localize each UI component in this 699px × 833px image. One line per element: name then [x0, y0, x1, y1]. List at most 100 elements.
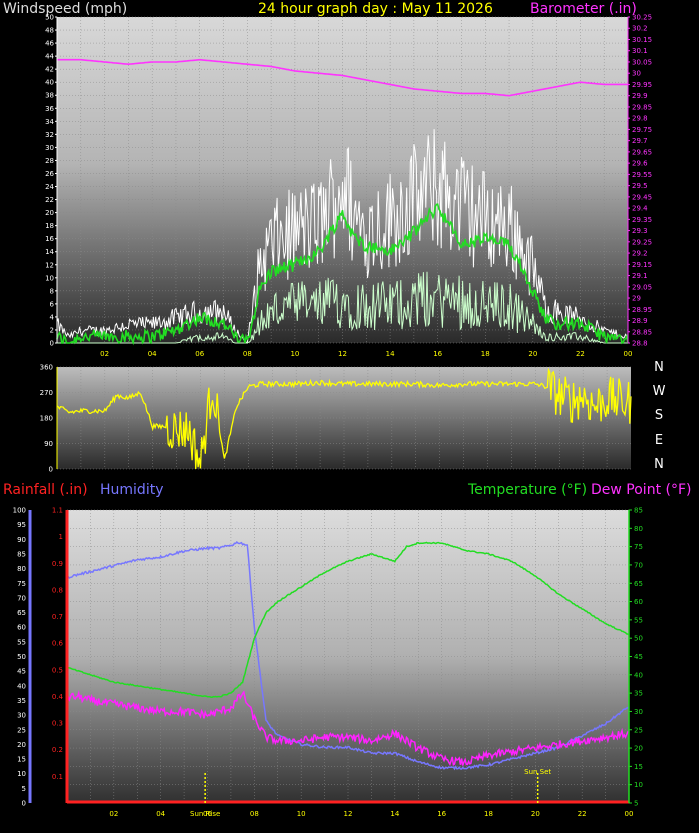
- wind-min-series: [57, 271, 628, 344]
- baro-y-tick-label: 29.6: [632, 160, 648, 168]
- temp-y-tick-label: 65: [634, 580, 643, 588]
- temperature-axis-label: Temperature (°F): [468, 482, 588, 498]
- rain-y-tick-label: 0.6: [52, 640, 64, 648]
- wind-x-tick-label: 18: [481, 350, 490, 358]
- baro-y-tick-label: 30.1: [632, 47, 648, 55]
- direction-y-tick-label: 180: [40, 415, 53, 423]
- temp-y-tick-label: 30: [634, 708, 643, 716]
- wind-y-tick-label: 42: [45, 66, 54, 74]
- wind-x-tick-label: 08: [243, 350, 252, 358]
- direction-y-tick-label: 0: [49, 466, 53, 474]
- temp-y-tick-label: 25: [634, 726, 643, 734]
- wind-x-tick-label: 00: [624, 350, 633, 358]
- baro-y-tick-label: 29.2: [632, 250, 648, 258]
- wind-y-tick-label: 0: [50, 340, 54, 348]
- wind-y-tick-label: 8: [50, 287, 54, 295]
- wind-x-tick-label: 14: [386, 350, 395, 358]
- baro-y-tick-label: 29.85: [632, 103, 652, 111]
- humidity-y-tick-label: 80: [17, 565, 26, 573]
- compass-n-top: N: [654, 360, 664, 375]
- baro-y-tick-label: 29.45: [632, 193, 652, 201]
- humidity-y-tick-label: 15: [17, 756, 26, 764]
- barometer-axis-label: Barometer (.in): [530, 1, 637, 17]
- baro-y-tick-label: 29.75: [632, 126, 652, 134]
- humidity-y-tick-label: 20: [17, 741, 26, 749]
- humidity-y-tick-label: 10: [17, 770, 26, 778]
- baro-y-tick-label: 29.1: [632, 272, 648, 280]
- temp-x-tick-label: 20: [531, 810, 540, 818]
- baro-y-tick-label: 29.4: [632, 205, 648, 213]
- baro-y-tick-label: 30.05: [632, 58, 652, 66]
- humidity-y-tick-label: 40: [17, 682, 26, 690]
- wind-y-tick-label: 12: [45, 261, 54, 269]
- humidity-y-tick-label: 25: [17, 726, 26, 734]
- temp-y-tick-label: 5: [634, 800, 638, 808]
- baro-y-tick-label: 29.65: [632, 148, 652, 156]
- rain-y-tick-label: 0.3: [52, 720, 63, 728]
- wind-x-tick-label: 06: [195, 350, 204, 358]
- direction-y-tick-label: 90: [44, 440, 53, 448]
- baro-y-tick-label: 30.15: [632, 36, 652, 44]
- wind-y-tick-label: 34: [45, 118, 54, 126]
- wind-y-tick-label: 18: [45, 222, 54, 230]
- wind-y-tick-label: 30: [45, 144, 54, 152]
- humidity-y-tick-label: 30: [17, 712, 26, 720]
- baro-y-tick-label: 28.85: [632, 328, 652, 336]
- humidity-y-tick-label: 65: [17, 609, 26, 617]
- barometer-series: [57, 58, 628, 97]
- rain-y-tick-label: 1: [59, 533, 63, 541]
- baro-y-tick-label: 30.2: [632, 25, 648, 33]
- baro-y-tick-label: 29.7: [632, 137, 648, 145]
- wind-y-tick-label: 32: [45, 131, 54, 139]
- wind-y-tick-label: 22: [45, 196, 54, 204]
- direction-y-tick-label: 360: [40, 364, 53, 372]
- wind-y-tick-label: 4: [50, 313, 55, 321]
- rain-y-tick-label: 0.2: [52, 746, 63, 754]
- humidity-y-tick-label: 95: [17, 521, 26, 529]
- baro-y-tick-label: 29.95: [632, 81, 652, 89]
- wind-y-tick-label: 46: [45, 40, 54, 48]
- temp-y-tick-label: 40: [634, 671, 643, 679]
- humidity-y-tick-label: 70: [17, 594, 26, 602]
- rain-y-tick-label: 0.7: [52, 613, 63, 621]
- temp-x-tick-label: 00: [625, 810, 634, 818]
- humidity-y-tick-label: 100: [13, 507, 26, 515]
- compass-w: W: [652, 384, 666, 399]
- temp-x-tick-label: 12: [344, 810, 353, 818]
- baro-y-tick-label: 29.3: [632, 227, 648, 235]
- temp-x-tick-label: 22: [578, 810, 587, 818]
- baro-y-tick-label: 29.55: [632, 171, 652, 179]
- temp-x-tick-label: 06: [203, 810, 212, 818]
- baro-y-tick-label: 29.5: [632, 182, 648, 190]
- baro-y-tick-label: 29.05: [632, 283, 652, 291]
- baro-y-tick-label: 28.95: [632, 306, 652, 314]
- wind-y-tick-label: 20: [45, 209, 54, 217]
- wind-y-tick-label: 26: [45, 170, 54, 178]
- humidity-series: [66, 541, 630, 771]
- rain-y-tick-label: 1.1: [52, 507, 63, 515]
- temp-x-tick-label: 14: [390, 810, 399, 818]
- dewpoint-axis-label: Dew Point (°F): [591, 482, 692, 498]
- temp-x-tick-label: 18: [484, 810, 493, 818]
- temp-y-tick-label: 35: [634, 690, 643, 698]
- wind-y-tick-label: 24: [45, 183, 54, 191]
- chart-title: 24 hour graph day : May 11 2026: [258, 1, 493, 17]
- wind-y-tick-label: 6: [50, 300, 55, 308]
- compass-s: S: [654, 408, 664, 423]
- humidity-axis-label: Humidity: [100, 482, 164, 498]
- wind-y-tick-label: 28: [45, 157, 54, 165]
- wind-x-tick-label: 20: [528, 350, 537, 358]
- humidity-y-tick-label: 50: [17, 653, 26, 661]
- wind-y-tick-label: 14: [45, 248, 54, 256]
- sunrise-label: Sun Rise: [190, 810, 220, 818]
- temp-y-tick-label: 15: [634, 763, 643, 771]
- baro-y-tick-label: 30.25: [632, 14, 652, 22]
- baro-y-tick-label: 29: [632, 295, 641, 303]
- wind-y-tick-label: 40: [45, 79, 54, 87]
- temp-x-tick-label: 04: [156, 810, 165, 818]
- baro-y-tick-label: 28.8: [632, 340, 648, 348]
- wind-x-tick-label: 22: [576, 350, 585, 358]
- temp-y-tick-label: 70: [634, 561, 643, 569]
- humidity-y-tick-label: 35: [17, 697, 26, 705]
